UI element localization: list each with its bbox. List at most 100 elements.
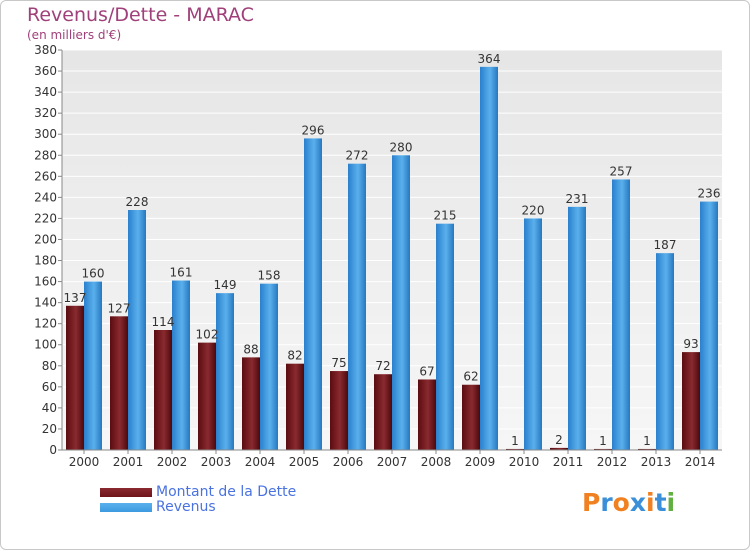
- y-tick-label: 180: [34, 254, 57, 268]
- x-tick-label-2001: 2001: [113, 455, 144, 469]
- value-label-debt-2003: 102: [196, 328, 219, 342]
- value-label-revenus-2012: 257: [610, 164, 633, 178]
- value-label-revenus-2009: 364: [478, 52, 501, 66]
- x-tick-label-2012: 2012: [597, 455, 628, 469]
- x-tick-label-2009: 2009: [465, 455, 496, 469]
- bar-debt-2005: [286, 363, 304, 450]
- value-labels: 137 160 127 228 114 161 102 149 88 158 82 296 75 272 7…: [64, 52, 721, 448]
- bar-revenus-2003: [216, 293, 234, 450]
- logo-letter: t: [654, 488, 667, 517]
- value-label-debt-2011: 2: [555, 433, 563, 447]
- bar-debt-2012: [594, 448, 612, 450]
- bar-debt-2007: [374, 374, 392, 450]
- bar-debt-2011: [550, 447, 568, 450]
- y-tick-label: 20: [42, 422, 57, 436]
- value-label-revenus-2013: 187: [654, 238, 677, 252]
- legend-swatch-debt: [100, 488, 152, 497]
- axes: 0 20 40 60 80 100 120 140 160 180 200 220 240 260 280 3…: [34, 43, 722, 469]
- proxiti-logo: Proxiti: [582, 488, 675, 517]
- y-tick-label: 0: [49, 443, 57, 457]
- y-tick-label: 340: [34, 85, 57, 99]
- bar-debt-2006: [330, 371, 348, 450]
- bars: [66, 66, 718, 450]
- y-tick-label: 320: [34, 106, 57, 120]
- bar-revenus-2006: [348, 163, 366, 450]
- value-label-debt-2004: 88: [243, 342, 258, 356]
- bar-debt-2003: [198, 342, 216, 450]
- value-label-debt-2010: 1: [511, 434, 519, 448]
- y-tick-label: 260: [34, 169, 57, 183]
- bar-debt-2014: [682, 352, 700, 450]
- y-tick-label: 160: [34, 275, 57, 289]
- x-tick-label-2005: 2005: [289, 455, 320, 469]
- bar-debt-2002: [154, 330, 172, 450]
- x-tick-label-2003: 2003: [201, 455, 232, 469]
- value-label-revenus-2007: 280: [390, 140, 413, 154]
- bar-revenus-2009: [480, 66, 498, 450]
- logo-letter: i: [646, 488, 655, 517]
- bar-debt-2009: [462, 384, 480, 450]
- logo-letter: r: [600, 488, 613, 517]
- y-tick-label: 220: [34, 211, 57, 225]
- x-tick-label-2008: 2008: [421, 455, 452, 469]
- value-label-debt-2006: 75: [331, 356, 346, 370]
- bar-debt-2010: [506, 448, 524, 450]
- y-tick-label: 100: [34, 338, 57, 352]
- bar-revenus-2011: [568, 206, 586, 450]
- bar-revenus-2010: [524, 218, 542, 450]
- logo-letter: o: [612, 488, 630, 517]
- chart-title: Revenus/Dette - MARAC: [27, 4, 254, 26]
- value-label-revenus-2004: 158: [258, 269, 281, 283]
- legend-label-revenus: Revenus: [156, 499, 216, 515]
- y-tick-label: 120: [34, 317, 57, 331]
- bar-debt-2013: [638, 448, 656, 450]
- y-tick-label: 140: [34, 296, 57, 310]
- bar-debt-2008: [418, 379, 436, 450]
- y-tick-label: 300: [34, 127, 57, 141]
- y-tick-label: 280: [34, 148, 57, 162]
- value-label-revenus-2005: 296: [302, 123, 325, 137]
- value-label-revenus-2000: 160: [82, 267, 105, 281]
- value-label-revenus-2001: 228: [126, 195, 149, 209]
- x-tick-label-2014: 2014: [685, 455, 716, 469]
- bar-revenus-2008: [436, 223, 454, 450]
- value-label-revenus-2003: 149: [214, 278, 237, 292]
- chart-subtitle: (en milliers d'€): [27, 28, 122, 42]
- y-tick-label: 80: [42, 359, 57, 373]
- value-label-revenus-2006: 272: [346, 149, 369, 163]
- value-label-debt-2014: 93: [683, 337, 698, 351]
- value-label-debt-2001: 127: [108, 301, 131, 315]
- x-tick-label-2004: 2004: [245, 455, 276, 469]
- value-label-revenus-2014: 236: [698, 187, 721, 201]
- x-tick-label-2007: 2007: [377, 455, 408, 469]
- bar-revenus-2013: [656, 253, 674, 450]
- value-label-debt-2009: 62: [463, 370, 478, 384]
- bar-revenus-2000: [84, 281, 102, 450]
- value-label-revenus-2002: 161: [170, 266, 193, 280]
- logo-letter: P: [582, 488, 601, 517]
- y-tick-label: 200: [34, 232, 57, 246]
- value-label-revenus-2011: 231: [566, 192, 589, 206]
- bar-revenus-2004: [260, 283, 278, 450]
- bar-revenus-2002: [172, 280, 190, 450]
- value-label-revenus-2010: 220: [522, 203, 545, 217]
- y-tick-label: 240: [34, 190, 57, 204]
- value-label-debt-2002: 114: [152, 315, 175, 329]
- legend-label-debt: Montant de la Dette: [156, 484, 297, 500]
- logo-letter: i: [666, 488, 676, 517]
- logo-letter: x: [629, 488, 646, 517]
- value-label-debt-2000: 137: [64, 291, 87, 305]
- value-label-revenus-2008: 215: [434, 209, 457, 223]
- value-label-debt-2005: 82: [287, 349, 302, 363]
- bar-revenus-2001: [128, 210, 146, 450]
- y-tick-label: 360: [34, 64, 57, 78]
- x-tick-label-2010: 2010: [509, 455, 540, 469]
- x-tick-label-2002: 2002: [157, 455, 188, 469]
- bar-debt-2004: [242, 357, 260, 450]
- bar-revenus-2014: [700, 201, 718, 450]
- y-tick-label: 380: [34, 43, 57, 57]
- value-label-debt-2012: 1: [599, 434, 607, 448]
- x-tick-label-2011: 2011: [553, 455, 584, 469]
- x-tick-label-2006: 2006: [333, 455, 364, 469]
